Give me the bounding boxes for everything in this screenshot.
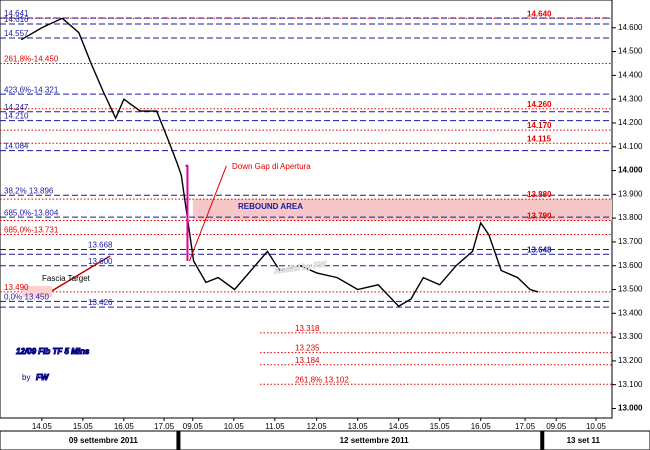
y-tick-label: 13.700	[618, 237, 643, 246]
y-tick-label: 13.600	[618, 261, 643, 270]
target-arrow	[49, 255, 111, 293]
x-tick-label: 09.05	[546, 422, 567, 431]
level-label: 13.235	[295, 344, 320, 353]
y-tick-label: 13.400	[618, 308, 643, 317]
chart-title: 12/09 Fib TF 5 Mins	[16, 347, 90, 356]
level-label: 685,0%-13.804	[4, 208, 59, 217]
level-label: 13.880	[527, 190, 552, 199]
y-tick-label: 14.200	[618, 118, 643, 127]
level-label: 14.084	[4, 142, 29, 151]
level-label: 14.640	[527, 9, 552, 18]
level-label: 14.115	[527, 134, 552, 143]
target-label: Fascia Target	[42, 274, 91, 283]
gap-label: Down Gap di Apertura	[232, 162, 311, 171]
x-tick-label: 14.05	[32, 422, 53, 431]
y-tick-label: 14.100	[618, 142, 643, 151]
y-tick-label: 14.000	[618, 166, 643, 175]
level-label: 13.318	[295, 324, 320, 333]
author: FW	[36, 373, 50, 382]
gap-arrow	[189, 165, 227, 262]
session-separator	[540, 431, 545, 450]
level-label: 13.426	[88, 298, 113, 307]
x-tick-label: 10.05	[224, 422, 245, 431]
level-label: 14.170	[527, 121, 552, 130]
level-label: 38,2% 13.896	[4, 186, 54, 195]
x-tick-label: 12.05	[307, 422, 328, 431]
x-tick-label: 10.05	[586, 422, 607, 431]
y-tick-label: 13.900	[618, 189, 643, 198]
y-tick-label: 14.400	[618, 70, 643, 79]
x-tick-label: 16.05	[471, 422, 492, 431]
level-label: 13.184	[295, 356, 320, 365]
y-tick-label: 14.500	[618, 47, 643, 56]
level-label: 14.641	[4, 9, 29, 18]
rebound-label: REBOUND AREA	[238, 202, 303, 211]
price-layer	[20, 17, 539, 308]
x-tick-label: 09.05	[183, 422, 204, 431]
x-tick-label: 15.05	[430, 422, 451, 431]
x-tick-label: 17.05	[154, 422, 175, 431]
level-label: 14.247	[4, 103, 29, 112]
background-layer	[0, 27, 650, 450]
level-label: 685,0%-13.731	[4, 226, 59, 235]
price-line	[20, 17, 539, 308]
y-tick-label: 13.800	[618, 213, 643, 222]
level-label: 423,6%-14.321	[4, 85, 59, 94]
level-label: 14.557	[4, 29, 29, 38]
x-tick-label: 15.05	[73, 422, 94, 431]
level-label: 14.616	[4, 15, 29, 24]
x-tick-label: 11.05	[265, 422, 285, 431]
y-tick-label: 13.500	[618, 285, 643, 294]
session-separator	[176, 431, 181, 450]
y-tick-label: 13.000	[618, 404, 643, 413]
level-label: 13.668	[88, 241, 113, 250]
level-label: 14.210	[4, 112, 29, 121]
x-tick-label: 14.05	[389, 422, 410, 431]
level-label: 13.648	[527, 245, 552, 254]
level-label: 0,0% 13.450	[4, 293, 49, 302]
target-label-box	[22, 285, 52, 297]
byline: by	[22, 373, 30, 382]
y-tick-label: 13.100	[618, 380, 643, 389]
date-bar	[0, 430, 650, 450]
levels-layer	[0, 17, 612, 385]
level-label: 13.600	[88, 257, 113, 266]
level-label: 13.790	[527, 212, 552, 221]
rebound-area	[192, 199, 612, 221]
level-label: 13.490	[4, 283, 29, 292]
x-tick-label: 17.05	[515, 422, 536, 431]
level-label: 261,8% 13.102	[295, 375, 349, 384]
y-tick-label: 14.300	[618, 94, 643, 103]
level-label: 14.260	[527, 100, 552, 109]
date-label: 09 settembre 2011	[69, 436, 138, 445]
level-label: 261,8%-14.450	[4, 55, 59, 64]
y-tick-label: 14.600	[618, 23, 643, 32]
y-tick-label: 13.200	[618, 356, 643, 365]
text-layer: 13.000 13.100 13.200 13.300 13.400 13.500 13.6…	[4, 9, 643, 445]
gap-marker	[185, 164, 189, 261]
y-tick-label: 13.300	[618, 332, 643, 341]
x-tick-label: 13.05	[348, 422, 369, 431]
x-tick-label: 16.05	[114, 422, 135, 431]
date-label: 13 set 11	[567, 436, 601, 445]
date-label: 12 settembre 2011	[340, 436, 409, 445]
